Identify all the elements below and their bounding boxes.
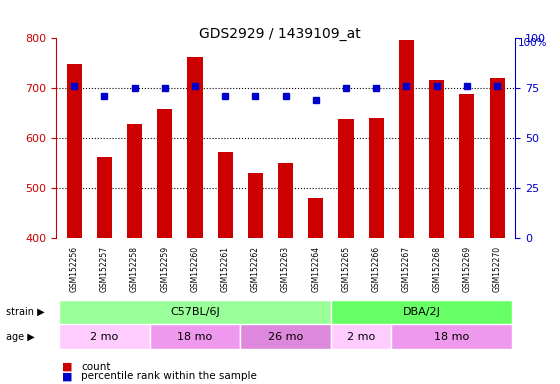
FancyBboxPatch shape: [240, 324, 331, 349]
Text: ■: ■: [62, 371, 72, 381]
Bar: [218, 152, 233, 238]
FancyBboxPatch shape: [331, 324, 391, 349]
Text: C57BL/6J: C57BL/6J: [170, 307, 220, 317]
Text: GSM152256: GSM152256: [69, 246, 78, 292]
FancyBboxPatch shape: [391, 324, 512, 349]
Bar: [368, 118, 384, 238]
Text: GSM152269: GSM152269: [463, 246, 472, 292]
Bar: [338, 119, 353, 238]
Text: 2 mo: 2 mo: [90, 332, 119, 342]
Text: 100%: 100%: [518, 38, 548, 48]
Text: age ▶: age ▶: [6, 332, 34, 342]
Bar: [188, 57, 203, 238]
Text: GSM152260: GSM152260: [190, 246, 199, 292]
Text: DBA/2J: DBA/2J: [403, 307, 441, 317]
Text: GDS2929 / 1439109_at: GDS2929 / 1439109_at: [199, 27, 361, 41]
Bar: [67, 65, 82, 238]
FancyBboxPatch shape: [59, 300, 331, 324]
Text: count: count: [81, 362, 111, 372]
Text: GSM152265: GSM152265: [342, 246, 351, 292]
Bar: [489, 78, 505, 238]
FancyBboxPatch shape: [59, 324, 150, 349]
Text: 2 mo: 2 mo: [347, 332, 375, 342]
Text: GSM152262: GSM152262: [251, 246, 260, 292]
Bar: [308, 198, 323, 238]
Bar: [127, 124, 142, 238]
Text: strain ▶: strain ▶: [6, 307, 44, 317]
FancyBboxPatch shape: [331, 300, 512, 324]
Text: GSM152259: GSM152259: [160, 246, 169, 292]
Text: percentile rank within the sample: percentile rank within the sample: [81, 371, 257, 381]
Bar: [248, 173, 263, 238]
Text: GSM152268: GSM152268: [432, 246, 441, 292]
Text: 26 mo: 26 mo: [268, 332, 303, 342]
Text: GSM152266: GSM152266: [372, 246, 381, 292]
Bar: [278, 163, 293, 238]
Bar: [429, 80, 444, 238]
Text: GSM152263: GSM152263: [281, 246, 290, 292]
Text: GSM152267: GSM152267: [402, 246, 411, 292]
Text: ■: ■: [62, 362, 72, 372]
Bar: [459, 94, 474, 238]
Text: 18 mo: 18 mo: [434, 332, 469, 342]
Text: 18 mo: 18 mo: [178, 332, 213, 342]
Bar: [399, 40, 414, 238]
Bar: [97, 157, 112, 238]
Text: GSM152257: GSM152257: [100, 246, 109, 292]
Text: GSM152258: GSM152258: [130, 246, 139, 292]
Text: GSM152270: GSM152270: [493, 246, 502, 292]
Text: GSM152264: GSM152264: [311, 246, 320, 292]
FancyBboxPatch shape: [150, 324, 240, 349]
Bar: [157, 109, 172, 238]
Text: GSM152261: GSM152261: [221, 246, 230, 292]
